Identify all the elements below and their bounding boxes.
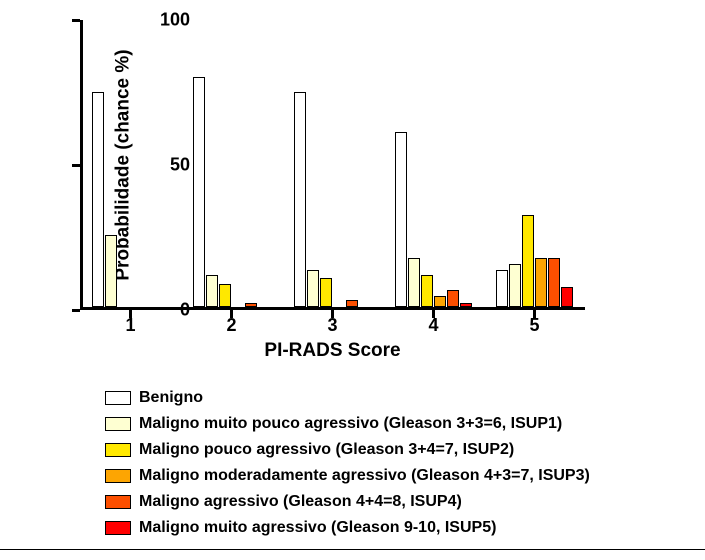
legend-label: Maligno moderadamente agressivo (Gleason… <box>139 467 590 485</box>
legend-item: Maligno pouco agressivo (Gleason 3+4=7, … <box>105 437 590 463</box>
bar <box>561 287 573 307</box>
y-tick-label: 50 <box>170 155 190 176</box>
legend-label: Maligno muito agressivo (Gleason 9-10, I… <box>139 519 496 537</box>
bar <box>320 278 332 307</box>
legend-item: Maligno muito pouco agressivo (Gleason 3… <box>105 411 590 437</box>
bottom-rule <box>0 549 705 550</box>
bar <box>535 258 547 307</box>
bar <box>219 284 231 307</box>
legend-label: Maligno pouco agressivo (Gleason 3+4=7, … <box>139 441 514 459</box>
bar <box>421 275 433 307</box>
x-tick-label: 3 <box>327 315 337 336</box>
x-tick-label: 1 <box>125 315 135 336</box>
bar <box>92 92 104 307</box>
bar <box>408 258 420 307</box>
legend-swatch <box>105 443 131 457</box>
bar <box>294 92 306 307</box>
bar <box>434 296 446 307</box>
legend-swatch <box>105 391 131 405</box>
x-axis-label: PI-RADS Score <box>80 340 585 362</box>
bar <box>105 235 117 307</box>
pirads-bar-chart: Probabilidade (chance %) PI-RADS Score 1… <box>0 0 705 560</box>
bar <box>193 77 205 307</box>
bar <box>509 264 521 307</box>
bar <box>496 270 508 307</box>
legend-label: Maligno agressivo (Gleason 4+4=8, ISUP4) <box>139 493 462 511</box>
bar <box>245 303 257 307</box>
legend: Benigno Maligno muito pouco agressivo (Gl… <box>105 385 590 541</box>
bar <box>548 258 560 307</box>
bar <box>346 300 358 307</box>
legend-swatch <box>105 495 131 509</box>
legend-item: Maligno agressivo (Gleason 4+4=8, ISUP4) <box>105 489 590 515</box>
legend-label: Maligno muito pouco agressivo (Gleason 3… <box>139 415 562 433</box>
y-tick <box>72 309 80 312</box>
legend-item: Benigno <box>105 385 590 411</box>
legend-swatch <box>105 469 131 483</box>
x-tick-label: 4 <box>428 315 438 336</box>
plot-area: 12345 <box>80 20 585 310</box>
legend-label: Benigno <box>139 389 203 407</box>
bar <box>395 132 407 307</box>
legend-swatch <box>105 521 131 535</box>
legend-item: Maligno moderadamente agressivo (Gleason… <box>105 463 590 489</box>
legend-item: Maligno muito agressivo (Gleason 9-10, I… <box>105 515 590 541</box>
bar <box>307 270 319 307</box>
legend-swatch <box>105 417 131 431</box>
bar <box>447 290 459 307</box>
bar <box>460 303 472 307</box>
y-tick <box>72 164 80 167</box>
y-axis-line <box>80 20 83 310</box>
bar <box>206 275 218 307</box>
x-tick-label: 2 <box>226 315 236 336</box>
y-tick-label: 100 <box>160 10 190 31</box>
bar <box>522 215 534 307</box>
x-tick-label: 5 <box>529 315 539 336</box>
y-tick-label: 0 <box>180 300 190 321</box>
y-tick <box>72 19 80 22</box>
